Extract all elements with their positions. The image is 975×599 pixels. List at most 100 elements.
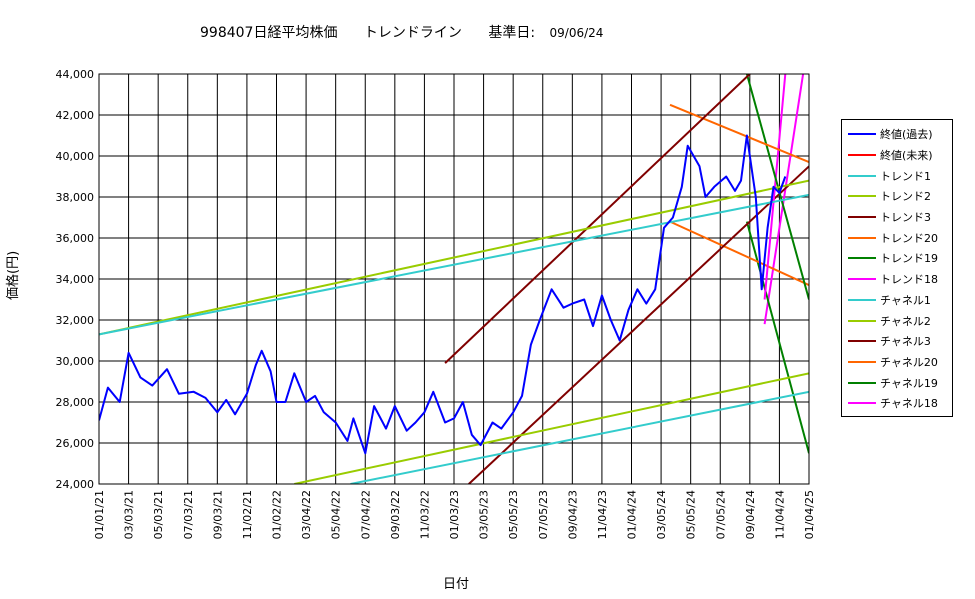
x-tick-labels: 01/01/21 03/03/21 05/03/21 07/03/21 09/03/21… (93, 490, 816, 539)
legend-swatch (848, 174, 876, 177)
series-トレンド1 (99, 193, 809, 336)
title-date: 09/06/24 (549, 26, 604, 40)
y-tick-label: 26,000 (56, 437, 95, 450)
legend-item: トレンド3 (842, 207, 952, 228)
legend-label: 終値(過去) (880, 128, 933, 142)
legend-swatch (848, 360, 876, 363)
legend-label: チャネル18 (880, 397, 938, 411)
legend-item: チャネル19 (842, 372, 952, 393)
x-tick-label: 03/04/22 (300, 490, 313, 539)
x-tick-label: 09/03/22 (389, 490, 402, 539)
series-トレンド20 (669, 103, 809, 164)
x-tick-label: 01/01/21 (93, 490, 106, 539)
x-tick-label: 11/03/22 (418, 490, 431, 539)
legend-label: トレンド2 (880, 190, 931, 204)
legend-label: トレンド20 (880, 231, 938, 245)
legend: 終値(過去) 終値(未来) トレンド1 トレンド2 トレンド3 トレンド20 トレンド19 ト… (841, 119, 953, 417)
legend-item: チャネル2 (842, 310, 952, 331)
legend-item: チャネル18 (842, 393, 952, 414)
x-tick-label: 07/04/22 (359, 490, 372, 539)
legend-item: チャネル3 (842, 331, 952, 352)
y-axis-label: 価格(円) (6, 250, 21, 300)
title-base: 基準日: (488, 25, 536, 41)
chart-title: 998407日経平均株価 トレンドライン 基準日: 09/06/24 (200, 22, 625, 42)
y-tick-label: 30,000 (56, 355, 95, 368)
y-tick-label: 36,000 (56, 232, 95, 245)
x-tick-label: 11/04/23 (596, 490, 609, 539)
legend-item: トレンド20 (842, 227, 952, 248)
series-チャネル3 (468, 165, 809, 484)
legend-swatch (848, 154, 876, 157)
y-tick-label: 28,000 (56, 396, 95, 409)
legend-swatch (848, 340, 876, 343)
x-tick-label: 03/03/21 (123, 490, 136, 539)
y-tick-label: 38,000 (56, 191, 95, 204)
series-チャネル1 (350, 390, 809, 484)
legend-swatch (848, 402, 876, 405)
legend-swatch (848, 195, 876, 198)
series-トレンド3 (444, 74, 751, 364)
legend-swatch (848, 381, 876, 384)
y-tick-label: 42,000 (56, 109, 95, 122)
legend-swatch (848, 298, 876, 301)
x-tick-label: 01/04/24 (626, 490, 639, 539)
y-tick-label: 34,000 (56, 273, 95, 286)
x-tick-label: 09/04/23 (566, 490, 579, 539)
plot-series (99, 74, 809, 484)
y-tick-label: 32,000 (56, 314, 95, 327)
legend-swatch (848, 216, 876, 219)
legend-item: 終値(過去) (842, 124, 952, 145)
legend-item: トレンド19 (842, 248, 952, 269)
legend-swatch (848, 133, 876, 136)
legend-swatch (848, 257, 876, 260)
x-tick-label: 01/02/22 (271, 490, 284, 539)
plot-frame (98, 73, 810, 485)
x-tick-label: 03/05/24 (655, 490, 668, 539)
x-tick-label: 03/05/23 (478, 490, 491, 539)
y-tick-label: 44,000 (56, 68, 95, 81)
series-トレンド18 (763, 74, 787, 300)
series-チャネル19 (745, 221, 809, 454)
legend-label: チャネル2 (880, 314, 931, 328)
legend-label: チャネル3 (880, 335, 931, 349)
x-tick-label: 07/03/21 (182, 490, 195, 539)
x-tick-label: 11/04/24 (773, 490, 786, 539)
x-tick-label: 11/02/21 (241, 490, 254, 539)
series-トレンド2 (99, 179, 809, 336)
x-tick-label: 07/05/24 (714, 490, 727, 539)
legend-item: トレンド1 (842, 165, 952, 186)
x-tick-label: 01/03/23 (448, 490, 461, 539)
legend-label: 終値(未来) (880, 149, 933, 163)
title-main: 998407日経平均株価 (200, 25, 338, 41)
x-tick-label: 05/04/22 (330, 490, 343, 539)
y-tick-label: 24,000 (56, 478, 95, 491)
series-終値(過去) (99, 134, 787, 455)
legend-swatch (848, 319, 876, 322)
y-tick-labels: 24,000 26,000 28,000 30,000 32,000 34,000 36,0… (56, 68, 95, 491)
legend-item: 終値(未来) (842, 145, 952, 166)
series-チャネル20 (669, 220, 809, 287)
series-チャネル2 (294, 372, 809, 484)
x-tick-label: 05/03/21 (152, 490, 165, 539)
legend-swatch (848, 236, 876, 239)
legend-label: トレンド1 (880, 169, 931, 183)
y-tick-label: 40,000 (56, 150, 95, 163)
legend-label: トレンド18 (880, 273, 938, 287)
x-tick-label: 05/05/24 (685, 490, 698, 539)
title-trend: トレンドライン (363, 25, 462, 41)
legend-label: チャネル19 (880, 376, 938, 390)
legend-swatch (848, 278, 876, 281)
x-tick-label: 01/04/25 (803, 490, 816, 539)
legend-item: トレンド2 (842, 186, 952, 207)
x-tick-label: 09/04/24 (744, 490, 757, 539)
legend-label: トレンド3 (880, 211, 931, 225)
x-tick-label: 05/05/23 (507, 490, 520, 539)
gridlines (98, 73, 810, 485)
legend-item: チャネル1 (842, 290, 952, 311)
legend-label: チャネル20 (880, 355, 938, 369)
legend-item: トレンド18 (842, 269, 952, 290)
x-axis-label: 日付 (443, 577, 470, 592)
legend-item: チャネル20 (842, 352, 952, 373)
legend-label: チャネル1 (880, 293, 931, 307)
